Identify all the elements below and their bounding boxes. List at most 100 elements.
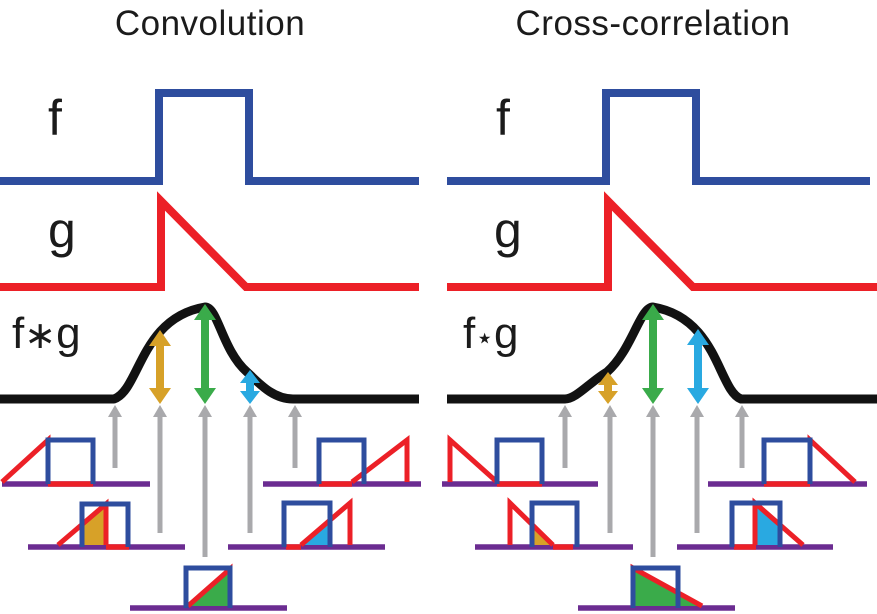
conv-pointer-arrow-4 (243, 405, 257, 533)
thumb-f-box (79, 501, 131, 547)
gray-arrow-head-icon (108, 405, 122, 417)
conv-overlap-arrow-cyan (240, 370, 260, 404)
arrow-head-up (687, 329, 709, 345)
conv-thumb-far-left (0, 434, 150, 487)
right-result-f: f (463, 309, 476, 358)
xcorr-pointer-arrow-5 (735, 405, 749, 468)
arrow-shaft (246, 381, 254, 393)
thumb-g-ramp (0, 434, 51, 484)
arrow-head-down (687, 388, 709, 404)
thumb-f-box (45, 437, 96, 484)
conv-pointer-arrow-2 (153, 405, 167, 533)
gray-arrow-shaft (650, 416, 656, 557)
left-panel-title: Convolution (114, 4, 306, 43)
thumb-f-box (316, 437, 367, 484)
thumb-f-box (729, 500, 783, 547)
arrow-head-down (194, 388, 216, 404)
gray-arrow-head-icon (646, 405, 660, 417)
xcorr-f-plot (447, 89, 870, 185)
arrow-head-down (240, 391, 260, 404)
arrow-shaft (649, 318, 657, 390)
conv-overlap-arrow-gold (149, 330, 171, 404)
conv-g-plot (0, 191, 419, 291)
gray-arrow-head-icon (288, 405, 302, 417)
conv-pointer-arrows (108, 405, 302, 557)
gray-arrow-shaft (694, 416, 700, 533)
thumb-f-box (494, 437, 545, 484)
gray-arrow-shaft (247, 416, 253, 533)
xcorr-overlap-arrow-green (642, 304, 664, 404)
gray-arrow-head-icon (198, 405, 212, 417)
gray-arrow-head-icon (243, 405, 257, 417)
thumb-g-ramp (447, 434, 499, 484)
arrow-head-up (598, 372, 618, 385)
xcorr-g-plot (447, 191, 877, 291)
xcorr-pointer-arrows (558, 405, 749, 557)
arrow-head-up (240, 370, 260, 383)
thumb-g-ramp (507, 497, 555, 547)
gray-arrow-shaft (562, 416, 568, 468)
gray-arrow-head-icon (558, 405, 572, 417)
crosscorrelation-operator-icon: ⋆ (475, 321, 495, 356)
conv-g-ramp (0, 191, 419, 291)
xcorr-g-ramp (447, 191, 877, 291)
xcorr-thumb-far-left (442, 434, 598, 487)
arrow-shaft (201, 318, 209, 390)
arrow-head-down (642, 388, 664, 404)
gray-arrow-head-icon (735, 405, 749, 417)
thumb-f-box (761, 437, 813, 484)
conv-overlap-arrow-green (194, 304, 216, 404)
right-g-label: g (494, 202, 522, 258)
conv-pointer-arrow-1 (108, 405, 122, 468)
xcorr-pointer-arrow-3 (646, 405, 660, 557)
conv-thumb-far-right (263, 434, 421, 487)
conv-pointer-arrow-5 (288, 405, 302, 468)
xcorr-pointer-arrow-1 (558, 405, 572, 468)
conv-result-curve (0, 302, 419, 404)
left-result-g: g (56, 309, 81, 358)
right-panel-title: Cross-correlation (515, 4, 791, 43)
conv-thumb-mid-left (28, 498, 185, 550)
arrow-head-up (194, 304, 216, 320)
thumb-f-box (281, 500, 333, 547)
gray-arrow-head-icon (153, 405, 167, 417)
xcorr-result-plot (447, 302, 877, 404)
xcorr-thumb-center (578, 563, 735, 611)
conv-f-pulse (0, 89, 419, 185)
xcorr-thumb-far-right (708, 434, 867, 487)
left-result-f: f (12, 309, 25, 358)
xcorr-pointer-arrow-4 (690, 405, 704, 533)
gray-arrow-shaft (292, 416, 298, 468)
gray-arrow-shaft (739, 416, 745, 468)
left-g-label: g (48, 202, 76, 258)
arrow-shaft (156, 344, 164, 390)
xcorr-overlap-arrow-cyan (687, 329, 709, 404)
xcorr-overlap-arrow-gold (598, 372, 618, 404)
convolution-operator-icon: ∗ (24, 313, 57, 357)
right-result-g: g (494, 309, 519, 358)
arrow-shaft (604, 383, 612, 393)
conv-result-plot (0, 302, 419, 404)
gray-arrow-shaft (157, 416, 163, 533)
arrow-head-down (149, 388, 171, 404)
thumb-f-box (529, 500, 580, 547)
thumb-f-box (630, 565, 681, 608)
arrow-head-up (642, 304, 664, 320)
left-result-label: f∗g (12, 312, 81, 356)
arrow-shaft (694, 343, 702, 390)
arrow-head-up (149, 330, 171, 346)
thumb-overlap-fill-cyan (755, 505, 780, 545)
thumb-g-ramp (350, 434, 410, 484)
right-result-label: f⋆g (463, 312, 519, 356)
gray-arrow-shaft (202, 416, 208, 557)
conv-pointer-arrow-3 (198, 405, 212, 557)
gray-arrow-head-icon (690, 405, 704, 417)
gray-arrow-head-icon (603, 405, 617, 417)
thumb-g-ramp (299, 497, 353, 547)
gray-arrow-shaft (607, 416, 613, 533)
thumb-g-ramp (807, 434, 857, 484)
arrow-head-down (598, 391, 618, 404)
conv-f-plot (0, 89, 419, 185)
